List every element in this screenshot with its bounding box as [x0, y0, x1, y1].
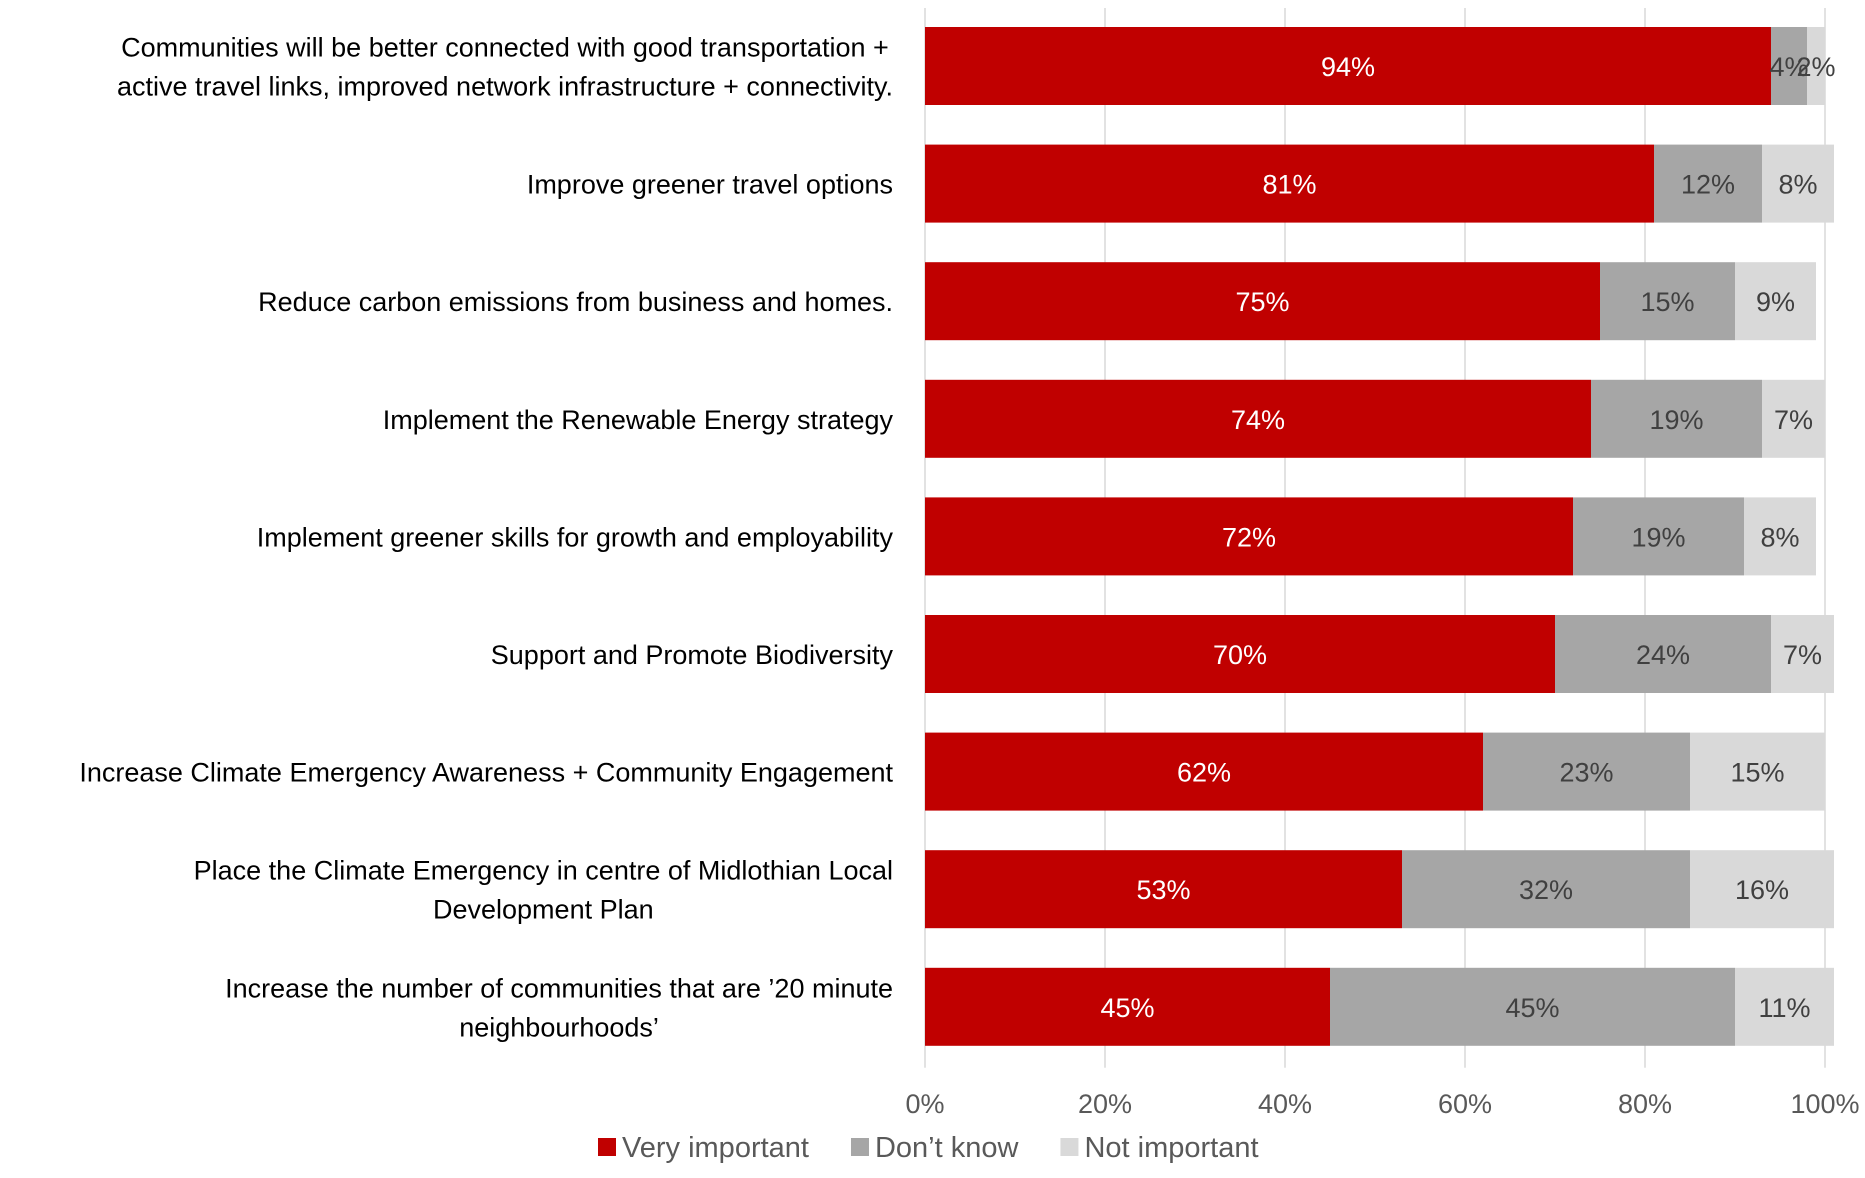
bar-segment — [1600, 262, 1735, 341]
category-label: Implement greener skills for growth and … — [257, 522, 894, 552]
legend-item: Don’t know — [850, 1132, 1020, 1164]
bar-value-label: 45% — [1100, 993, 1154, 1023]
bar-value-label: 62% — [1177, 758, 1231, 788]
bar-segment — [1744, 497, 1816, 576]
bar-value-label: 9% — [1756, 287, 1795, 317]
bar-value-label: 7% — [1783, 640, 1822, 670]
category-label-line: Implement greener skills for growth and … — [257, 522, 894, 552]
bar-value-label: 7% — [1774, 405, 1813, 435]
legend: Very important Don’t know Not important — [598, 1132, 1259, 1164]
bar-segment — [1690, 850, 1834, 929]
category-label: Improve greener travel options — [527, 170, 893, 200]
bar-value-label: 94% — [1321, 52, 1375, 82]
bar-segment — [1771, 27, 1807, 105]
legend-swatch — [598, 1138, 616, 1156]
category-label: Communities will be better connected wit… — [117, 33, 893, 102]
category-label: Reduce carbon emissions from business an… — [258, 287, 893, 317]
legend-swatch — [850, 1138, 869, 1156]
category-label-line: Communities will be better connected wit… — [121, 33, 889, 63]
category-label-line: Place the Climate Emergency in centre of… — [194, 856, 893, 886]
bar-value-label: 70% — [1213, 640, 1267, 670]
bar-segment — [925, 497, 1573, 576]
bar-value-label: 8% — [1760, 522, 1799, 552]
bar-value-label: 24% — [1636, 640, 1690, 670]
x-axis-tick-labels: 0% 20% 40% 60% 80% 100% — [905, 1089, 1859, 1119]
bar-value-label: 81% — [1262, 170, 1316, 200]
bar-segment — [1483, 732, 1690, 811]
bar-value-label: 75% — [1235, 287, 1289, 317]
bar-segment — [1330, 967, 1735, 1046]
x-tick-label: 0% — [905, 1089, 944, 1119]
bar-segment — [1591, 379, 1762, 458]
x-tick-label: 20% — [1078, 1089, 1132, 1119]
bar-segment — [925, 850, 1402, 929]
bar-value-label: 53% — [1136, 875, 1190, 905]
x-tick-label: 40% — [1258, 1089, 1312, 1119]
category-label-line: Development Plan — [433, 895, 654, 925]
bar-value-label: 15% — [1640, 287, 1694, 317]
legend-item: Not important — [1060, 1132, 1259, 1164]
bar-value-label: 45% — [1505, 993, 1559, 1023]
bar-segment — [925, 967, 1330, 1046]
x-tick-label: 80% — [1618, 1089, 1672, 1119]
bar-segment — [925, 27, 1771, 105]
bar-segment — [1807, 27, 1825, 105]
category-label-line: Implement the Renewable Energy strategy — [383, 405, 894, 435]
bar-segment — [1402, 850, 1690, 929]
bar-value-label: 4% — [1769, 52, 1808, 82]
category-label: Support and Promote Biodiversity — [491, 640, 894, 670]
legend-label: Not important — [1084, 1132, 1258, 1164]
category-label-line: active travel links, improved network in… — [117, 72, 893, 102]
category-label: Increase the number of communities that … — [225, 973, 893, 1042]
bar-segment — [1771, 615, 1834, 693]
bar-value-label: 19% — [1631, 522, 1685, 552]
bar-value-label: 8% — [1778, 170, 1817, 200]
legend-swatch — [1060, 1138, 1079, 1156]
bars — [925, 27, 1834, 1046]
legend-label: Very important — [622, 1132, 809, 1164]
bar-segment — [925, 262, 1600, 341]
bar-segment — [925, 144, 1654, 223]
bar-segment — [925, 379, 1591, 458]
bar-value-label: 74% — [1231, 405, 1285, 435]
category-label-line: Reduce carbon emissions from business an… — [258, 287, 893, 317]
category-label: Implement the Renewable Energy strategy — [383, 405, 894, 435]
bar-value-label: 32% — [1519, 875, 1573, 905]
bar-segment — [925, 732, 1483, 811]
bar-value-label: 11% — [1758, 993, 1810, 1023]
bar-segment — [1654, 144, 1762, 223]
category-label-line: Increase the number of communities that … — [225, 973, 893, 1003]
x-tick-label: 60% — [1438, 1089, 1492, 1119]
bar-value-label: 2% — [1796, 52, 1835, 82]
category-label-line: Improve greener travel options — [527, 170, 893, 200]
bar-value-label: 72% — [1222, 522, 1276, 552]
bar-value-label: 23% — [1559, 758, 1613, 788]
bar-segment — [1555, 615, 1771, 693]
bar-segment — [1762, 144, 1834, 223]
bar-segment — [925, 615, 1555, 693]
category-label-line: neighbourhoods’ — [459, 1012, 659, 1042]
bar-value-label: 12% — [1681, 170, 1735, 200]
bar-segment — [1762, 379, 1825, 458]
category-label-line: Support and Promote Biodiversity — [491, 640, 894, 670]
bar-segment — [1735, 967, 1834, 1046]
category-label-line: Increase Climate Emergency Awareness + C… — [79, 758, 893, 788]
bar-segment — [1735, 262, 1816, 341]
bar-segment — [1573, 497, 1744, 576]
bar-labels: 94% 4%2% 81% 12% 8% 75% 15% 9% 74% 19% 7% 72% 19% 8% 7… — [1100, 52, 1835, 1023]
legend-label: Don’t know — [875, 1132, 1020, 1164]
bar-value-label: 16% — [1735, 875, 1789, 905]
bar-segment — [1690, 732, 1825, 811]
category-labels: Communities will be better connected wit… — [79, 33, 893, 1043]
legend-item: Very important — [598, 1132, 809, 1164]
bar-value-label: 15% — [1730, 758, 1784, 788]
category-label: Place the Climate Emergency in centre of… — [194, 856, 893, 925]
x-tick-label: 100% — [1790, 1089, 1859, 1119]
category-label: Increase Climate Emergency Awareness + C… — [79, 758, 893, 788]
bar-value-label: 19% — [1649, 405, 1703, 435]
